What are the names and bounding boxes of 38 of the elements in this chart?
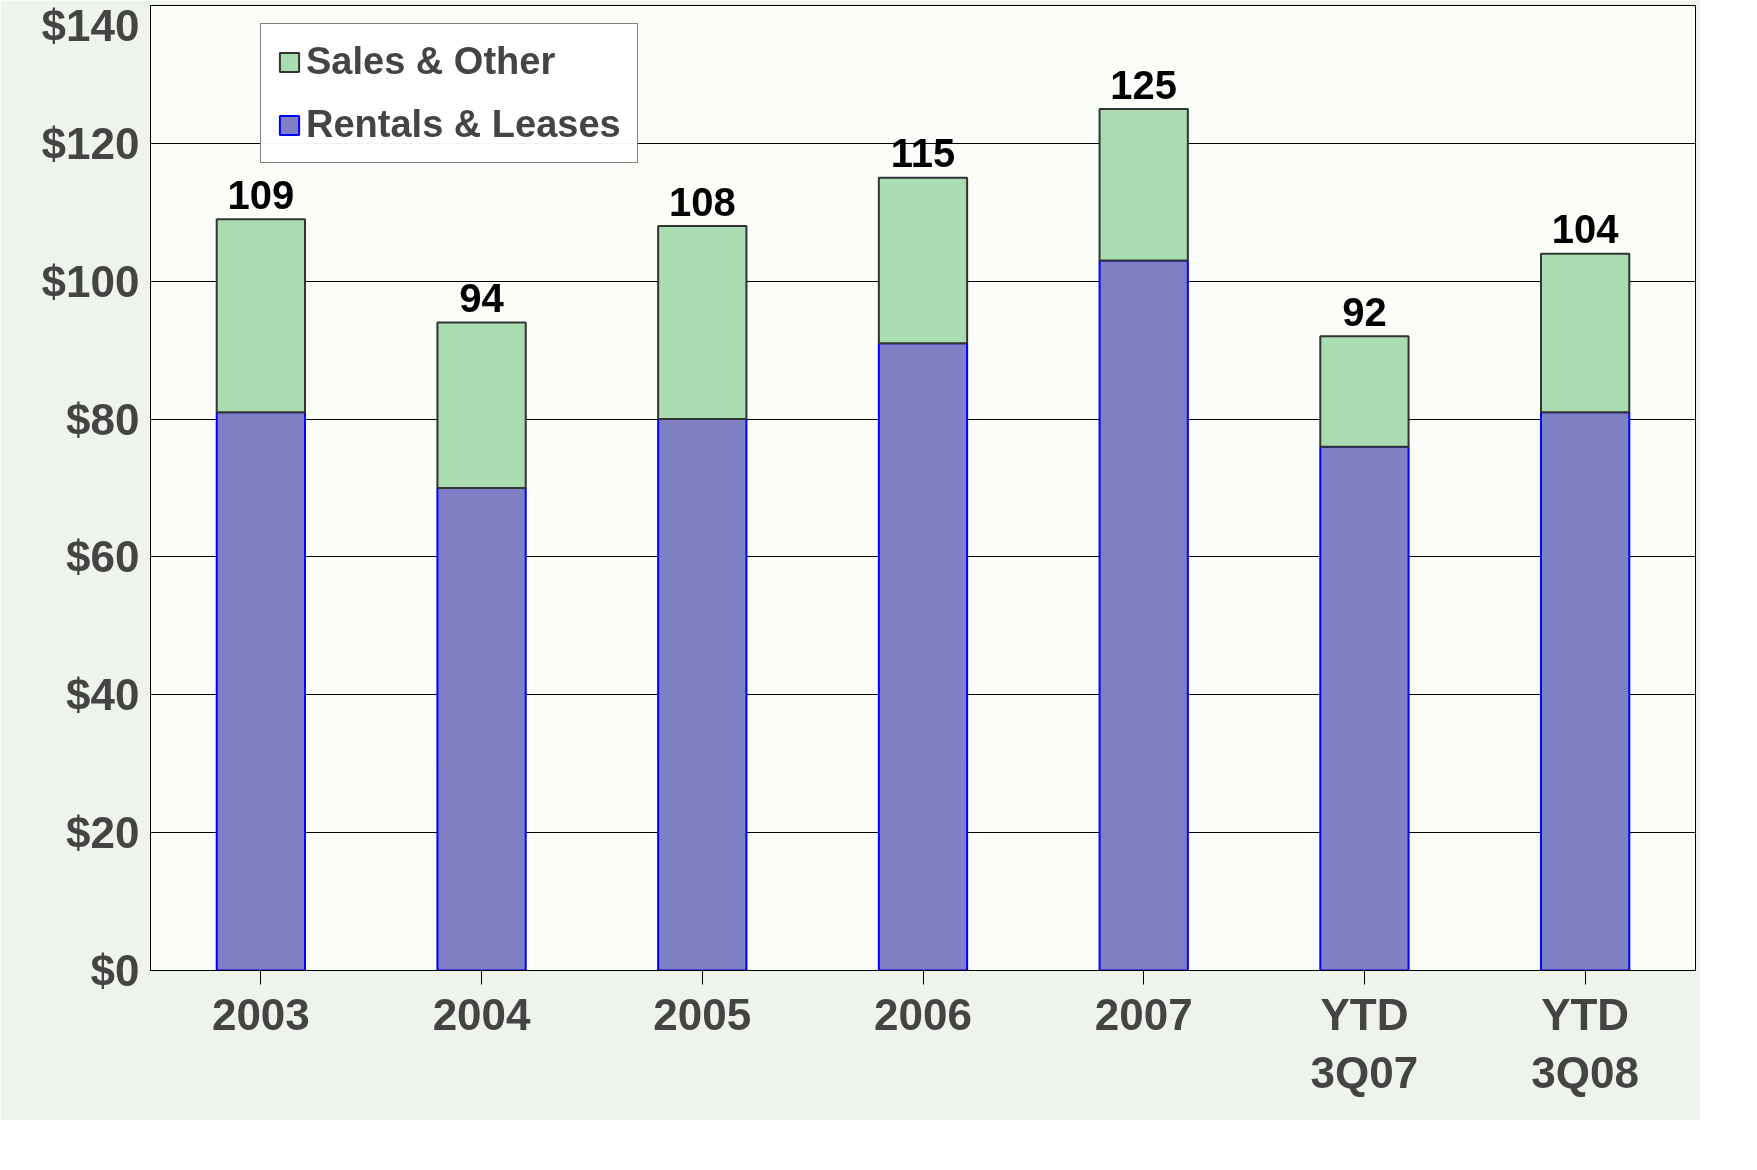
x-tick-label: 2005 [653,989,752,1039]
bar [1098,259,1189,971]
y-tick-label: $140 [41,0,140,50]
total-label: 104 [1551,207,1620,252]
y-tick-label: $40 [66,670,140,720]
bar [1319,335,1410,448]
y-tick-label: $60 [66,532,140,582]
total-label: 125 [1110,62,1178,107]
total-label: 108 [668,179,736,224]
y-tick-label: $100 [41,256,140,306]
bar [877,342,969,971]
total-label: 94 [459,276,505,321]
bar [1540,411,1631,971]
y-tick-label: $0 [90,946,140,995]
y-tick-label: $80 [66,394,140,444]
bar [1319,445,1410,971]
x-tick-label: YTD 3Q08 [1531,989,1639,1098]
x-tick-label: 2004 [432,989,532,1039]
x-tick-label: YTD 3Q07 [1310,989,1419,1098]
legend-label: Rentals & Leases [306,103,621,146]
bar [436,487,527,971]
x-tick-label: 2007 [1094,989,1193,1039]
bar [215,411,306,971]
bar [657,418,748,971]
bar [657,225,748,421]
bar [215,218,306,414]
x-tick-label: 2003 [211,989,310,1039]
y-tick-label: $20 [66,808,140,858]
y-tick-label: $120 [41,118,140,168]
bar [1098,107,1189,262]
total-label: 109 [227,172,295,217]
total-label: 92 [1342,290,1387,335]
legend-label: Sales & Other [306,40,556,83]
bar [436,321,527,489]
total-label: 115 [890,131,956,176]
bar [877,176,969,345]
bar [1540,252,1631,414]
x-tick-label: 2006 [874,989,972,1039]
